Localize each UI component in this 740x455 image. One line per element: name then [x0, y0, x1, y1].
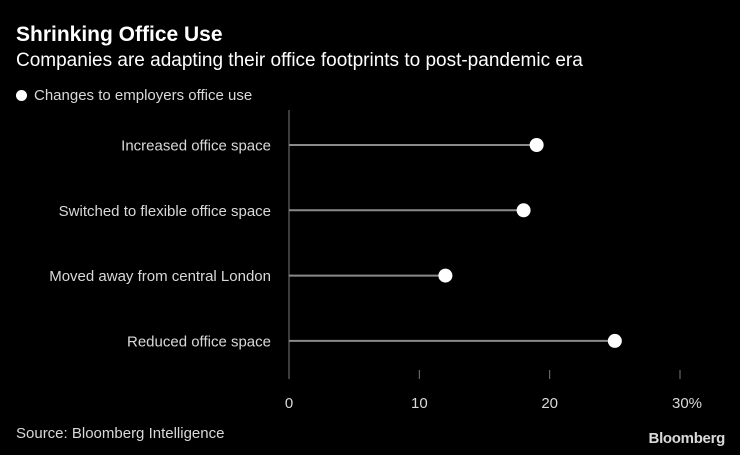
- legend-label: Changes to employers office use: [34, 87, 253, 104]
- lollipop-dot: [438, 268, 453, 283]
- bloomberg-logo: Bloomberg: [648, 430, 726, 447]
- category-label: Switched to flexible office space: [59, 203, 271, 220]
- category-label: Increased office space: [121, 138, 271, 155]
- lollipop-dot: [529, 138, 544, 152]
- lollipop-dot: [516, 203, 531, 218]
- source-note: Source: Bloomberg Intelligence: [16, 425, 225, 442]
- x-tick-label: 0: [285, 395, 293, 412]
- category-label: Reduced office space: [127, 333, 271, 350]
- lollipop-dot: [607, 333, 622, 348]
- x-tick-label: 10: [411, 395, 428, 412]
- chart-title: Shrinking Office Use: [16, 23, 223, 46]
- x-tick-label: 30%: [672, 395, 702, 412]
- category-label: Moved away from central London: [49, 268, 271, 285]
- chart-subtitle: Companies are adapting their office foot…: [16, 50, 583, 71]
- legend: Changes to employers office use: [16, 87, 252, 104]
- legend-marker: [16, 90, 27, 101]
- x-tick-label: 20: [541, 395, 558, 412]
